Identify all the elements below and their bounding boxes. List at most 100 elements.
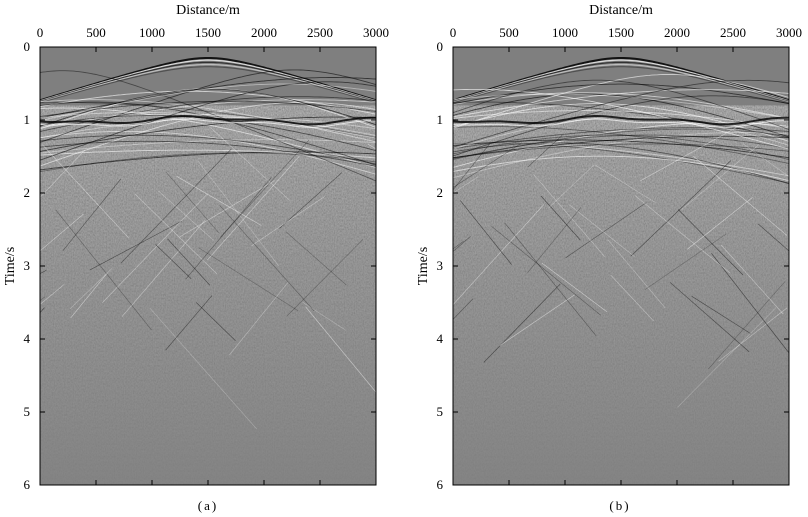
diffraction-event [40,88,376,130]
x-tick-label: 1500 [608,25,634,40]
dipping-event [196,302,236,341]
noise-texture [40,105,376,485]
dipping-event [541,262,608,313]
diffraction-event [40,99,376,143]
dipping-event [693,155,788,236]
y-axis-label: Time/s [3,247,18,285]
y-tick-label: 3 [24,258,31,273]
diffraction-event [40,90,376,115]
dipping-event [720,244,784,315]
diffraction-event [453,142,789,185]
dipping-event [499,294,575,346]
dipping-event [158,190,214,241]
dipping-event [40,213,84,252]
dipping-event [40,149,86,198]
diffraction-event [40,101,376,167]
dipping-event [102,193,208,303]
first-arrival-event [453,59,789,102]
reflector-event [40,118,376,128]
y-tick-label: 2 [24,185,31,200]
dipping-event [691,295,751,334]
dipping-event [569,204,635,257]
diffraction-event [453,155,789,182]
dipping-event [677,307,777,408]
diffraction-event [453,127,789,150]
dipping-event [453,143,521,188]
x-tick-label: 500 [86,25,106,40]
y-tick-label: 0 [437,39,444,54]
first-arrival-event [40,66,376,104]
diffraction-event [453,135,789,159]
dipping-event [634,195,731,274]
dipping-event [121,220,206,317]
dipping-event [42,144,129,239]
dipping-event [758,223,789,252]
dipping-event [302,301,347,331]
dipping-event [708,281,786,370]
diffraction-event [453,73,789,129]
first-arrival-event [453,57,789,102]
dipping-event [453,298,474,320]
seismic-panel-2: 0 500 1000 1500 2000 2500 3000 0 1 2 3 4 5 6 Distance/… [416,3,802,513]
diffraction-event [40,101,376,166]
y-tick-label: 4 [24,331,31,346]
dipping-event [62,178,122,252]
panel-caption: (a) [198,498,218,513]
dipping-event [540,195,581,241]
diffraction-event [40,81,376,161]
x-tick-label: 1000 [552,25,578,40]
diffraction-event [40,88,376,127]
dipping-event [155,244,192,280]
dipping-event [69,268,113,310]
dipping-event [533,174,606,258]
y-tick-label: 5 [24,404,31,419]
dipping-event [453,236,471,253]
diffraction-event [40,100,376,118]
dipping-event [677,209,744,276]
dipping-event [644,233,727,290]
dipping-event [718,307,788,362]
dipping-event [711,253,789,354]
first-arrival-event [40,59,376,102]
x-tick-label: 500 [499,25,519,40]
diffraction-event [40,77,376,119]
diffraction-event [453,110,789,129]
dipping-event [149,307,257,430]
first-arrival-event [453,66,789,104]
first-arrival-event [40,61,376,102]
dipping-event [491,226,601,316]
diffraction-event [40,70,376,182]
dipping-event [40,284,65,305]
dipping-event [286,231,347,286]
dipping-event [504,222,597,337]
dipping-event [206,156,300,261]
x-tick-label: 2500 [720,25,746,40]
dipping-event [687,197,753,250]
diffraction-event [40,151,376,171]
dipping-event [742,143,789,178]
dipping-event [527,134,563,168]
dipping-event [165,295,213,351]
x-tick-label: 0 [450,25,457,40]
diffraction-event [453,93,789,138]
diffraction-event [40,130,376,175]
reflector-event [453,115,789,126]
first-arrival-event [453,63,789,103]
diffraction-event [40,140,376,167]
diffraction-event [40,83,376,122]
dipping-event [134,193,218,275]
dipping-event [185,177,272,280]
first-arrival-event [40,63,376,103]
dipping-event [197,160,279,267]
dipping-event [459,200,512,265]
dipping-event [681,144,760,210]
dipping-event [594,164,656,204]
seismic-wavefield [453,57,789,485]
dipping-event [55,209,152,331]
dipping-event [548,164,595,209]
x-tick-label: 3000 [363,25,389,40]
first-arrival-event [453,61,789,102]
diffraction-event [453,79,789,148]
diffraction-event [453,142,789,184]
